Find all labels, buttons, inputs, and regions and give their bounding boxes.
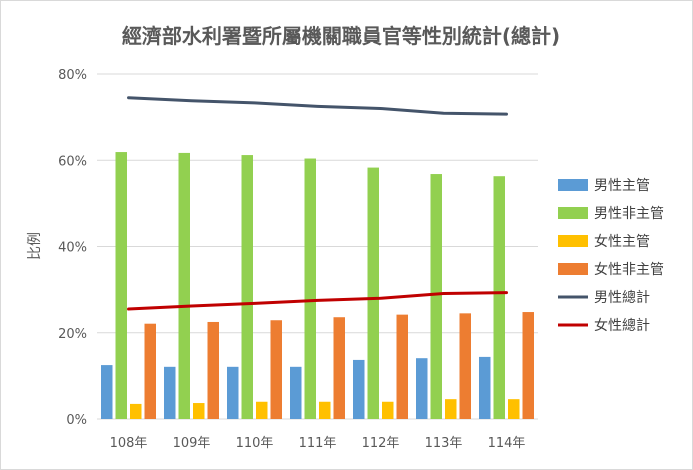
bar xyxy=(367,167,379,419)
bar xyxy=(382,401,394,419)
bar xyxy=(256,401,268,419)
x-tick-label: 111年 xyxy=(299,436,337,451)
series-line xyxy=(127,96,508,116)
lines xyxy=(127,96,508,311)
bar xyxy=(241,155,253,419)
bar xyxy=(353,359,365,419)
bar xyxy=(479,356,491,419)
legend-swatch xyxy=(558,263,588,275)
legend-swatch xyxy=(558,179,588,191)
bar xyxy=(333,317,345,419)
legend-swatch xyxy=(558,235,588,247)
bar xyxy=(101,365,113,419)
y-tick-label: 20% xyxy=(58,327,87,342)
chart-title: 經濟部水利署暨所屬機關職員官等性別統計(總計) xyxy=(122,24,560,48)
bar xyxy=(430,174,442,419)
bar xyxy=(459,313,471,419)
bar xyxy=(207,321,219,419)
bar xyxy=(522,312,534,419)
bar xyxy=(178,152,190,419)
bar xyxy=(130,403,142,419)
x-tick-label: 110年 xyxy=(236,436,274,451)
axes: 0% 20% 40% 60% 80% 108年 109年 110年 111年 112年 113年 11… xyxy=(58,68,525,451)
y-axis-label: 比例 xyxy=(27,232,43,260)
legend-label: 女性總計 xyxy=(594,317,650,334)
bar xyxy=(508,399,520,419)
bar xyxy=(193,403,205,419)
x-tick-label: 108年 xyxy=(110,436,148,451)
legend-label: 男性非主管 xyxy=(594,206,664,222)
y-tick-label: 60% xyxy=(58,154,87,169)
legend-label: 男性總計 xyxy=(594,289,650,306)
legend-label: 女性主管 xyxy=(594,233,650,250)
bar xyxy=(164,366,176,419)
x-tick-label: 114年 xyxy=(488,436,526,451)
legend-swatch xyxy=(558,207,588,219)
bar xyxy=(445,399,457,419)
gridlines xyxy=(97,73,538,420)
bar xyxy=(319,401,331,419)
bar xyxy=(304,158,316,419)
y-tick-label: 80% xyxy=(58,68,87,83)
legend-label: 女性非主管 xyxy=(594,261,664,278)
bar xyxy=(396,314,408,419)
bar xyxy=(144,323,156,419)
x-tick-label: 109年 xyxy=(173,436,211,451)
bar xyxy=(493,176,505,419)
bar xyxy=(290,366,302,419)
x-tick-label: 112年 xyxy=(362,436,400,451)
bars xyxy=(101,152,534,419)
y-tick-label: 0% xyxy=(66,413,87,428)
y-tick-label: 40% xyxy=(58,241,87,256)
bar xyxy=(115,152,127,419)
bar xyxy=(227,366,239,419)
bar xyxy=(416,358,428,419)
legend-label: 男性主管 xyxy=(594,178,650,194)
x-tick-label: 113年 xyxy=(425,436,463,451)
series-line xyxy=(127,291,508,311)
bar xyxy=(270,320,282,419)
